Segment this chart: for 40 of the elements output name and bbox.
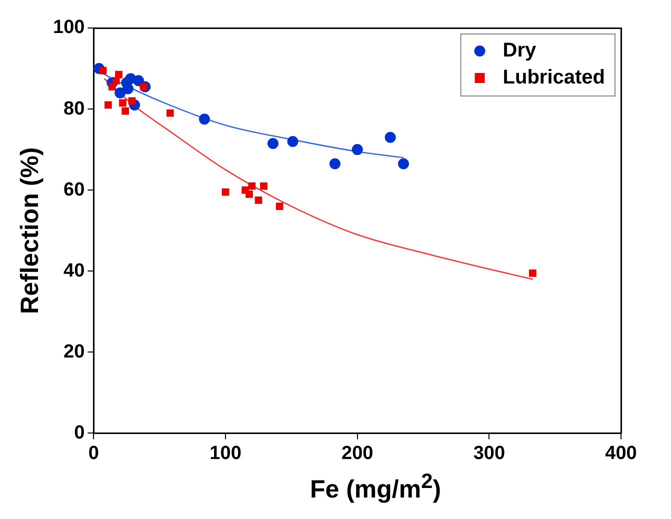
point (276, 202, 284, 210)
y-axis-title: Reflection (%) (16, 147, 44, 314)
point (115, 70, 122, 78)
point (246, 190, 253, 198)
point (133, 75, 144, 86)
x-tick-label: 0 (88, 442, 99, 464)
x-tick-label: 300 (473, 442, 506, 464)
point (114, 87, 126, 98)
point (198, 114, 210, 125)
x-tick-label: 200 (342, 442, 374, 464)
legend-label: Dry (502, 40, 537, 62)
y-tick-label: 100 (53, 17, 85, 38)
x-axis-title: Fe (mg/m$^{2}$) (308, 470, 442, 504)
point (248, 182, 256, 190)
point (398, 158, 409, 170)
point (122, 83, 134, 94)
point (329, 158, 340, 170)
point (267, 138, 278, 149)
x-tick-label: 400 (605, 442, 637, 464)
point (108, 83, 116, 90)
x-tick-label: 100 (210, 442, 242, 464)
y-tick-label: 20 (64, 341, 85, 362)
point (222, 188, 230, 196)
point (287, 136, 298, 147)
point (528, 269, 536, 277)
point (119, 99, 126, 107)
y-tick-label: 0 (74, 422, 85, 444)
point (166, 109, 174, 117)
point (122, 107, 130, 115)
point (104, 101, 112, 109)
point (384, 132, 396, 143)
point (254, 196, 262, 204)
point (260, 182, 268, 190)
legend-label: Lubricated (502, 66, 606, 89)
point (112, 76, 120, 84)
y-tick-label: 60 (64, 179, 85, 200)
y-tick-label: 80 (64, 98, 85, 120)
y-tick-label: 40 (64, 260, 85, 282)
point (99, 66, 107, 74)
point (352, 144, 363, 156)
